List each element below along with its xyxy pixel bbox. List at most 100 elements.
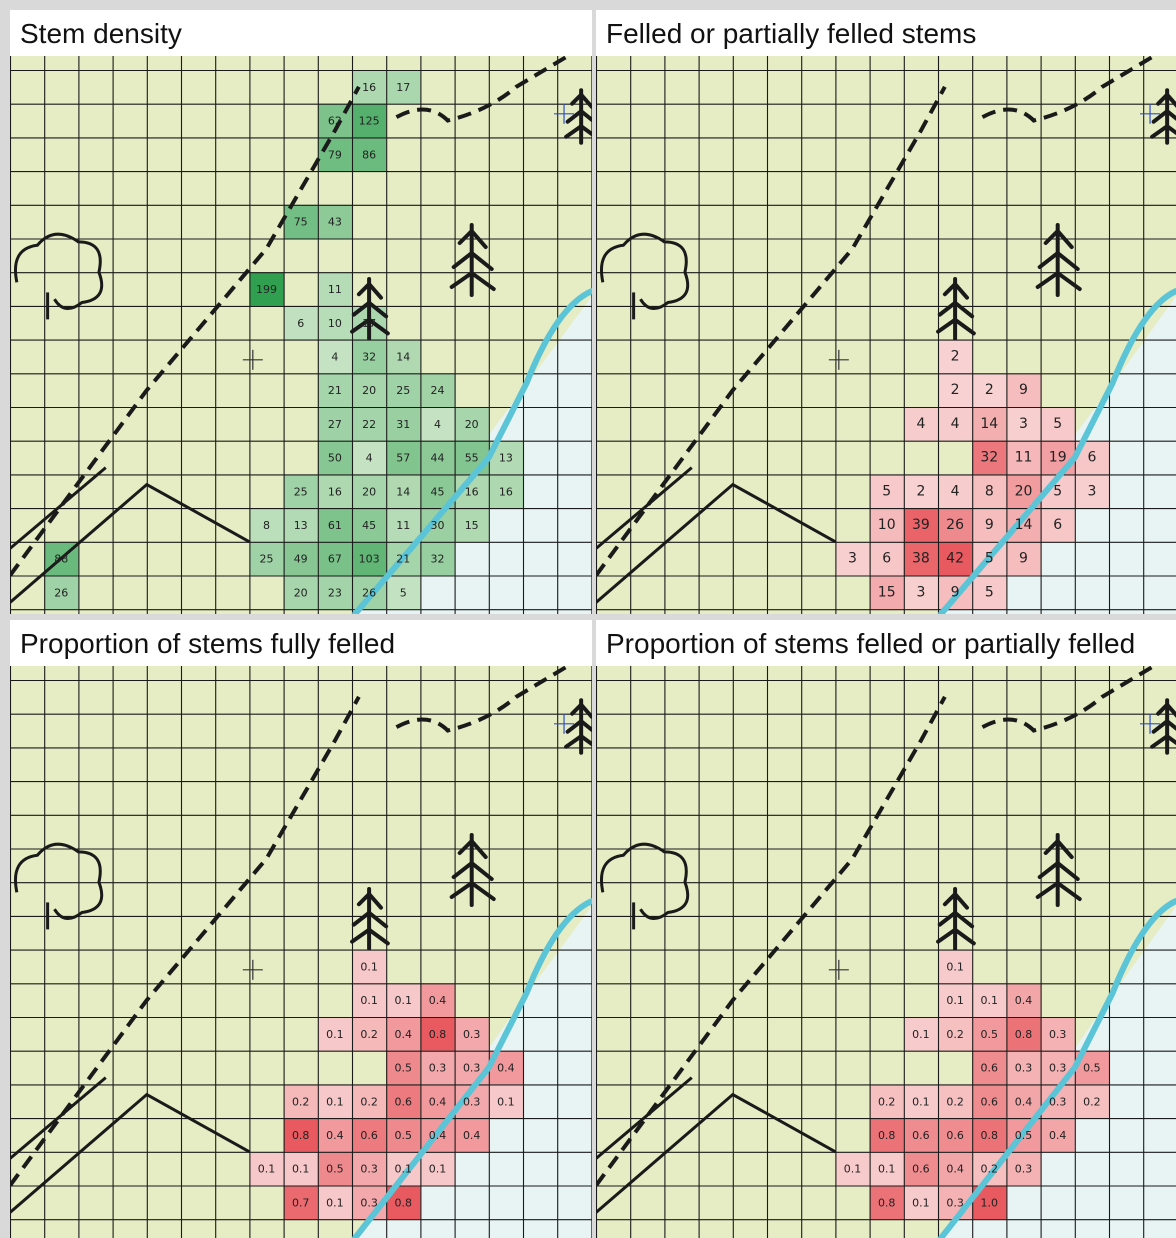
cell-value-label: 0.3 [463, 1095, 481, 1108]
heat-cell [386, 440, 421, 475]
heat-cell [317, 339, 352, 374]
cell-value-label: 0.3 [360, 1163, 378, 1176]
deciduous-tree-icon [600, 232, 690, 320]
deciduous-tree-icon [14, 232, 104, 320]
cell-value-label: 79 [328, 148, 342, 161]
cell-value-label: 23 [328, 586, 342, 599]
cell-value-label: 0.4 [497, 1062, 515, 1075]
cell-labels: 0.1 0.1 0.1 0.4 0.1 0.2 0.5 0.8 0.3 0.6 0.3 0.3 0.5 0… [844, 960, 1101, 1209]
cell-value-label: 67 [328, 553, 342, 566]
heat-cell [386, 373, 421, 407]
cell-value-label: 11 [328, 283, 342, 296]
cell-value-label: 25 [260, 553, 274, 566]
heat-cell [869, 1185, 904, 1220]
cell-value-label: 0.1 [395, 994, 413, 1007]
heat-cell [454, 407, 489, 441]
shoreline [938, 898, 1176, 1238]
cell-value-label: 39 [912, 517, 930, 533]
cell-value-label: 0.2 [946, 1028, 964, 1041]
cell-value-label: 5 [985, 584, 994, 600]
heat-cell [869, 1118, 904, 1152]
cell-value-label: 199 [256, 283, 277, 296]
cell-value-label: 21 [328, 384, 342, 397]
heat-cell [352, 1084, 387, 1119]
cell-value-label: 6 [882, 551, 891, 567]
cell-value-label: 0.3 [1015, 1163, 1033, 1176]
cell-value-label: 32 [431, 553, 445, 566]
cell-value-label: 61 [328, 519, 342, 532]
cell-value-label: 0.3 [1049, 1062, 1067, 1075]
cell-value-label: 0.8 [878, 1196, 896, 1209]
cross-marker-icon [242, 959, 263, 980]
heat-cell [352, 407, 387, 441]
cell-value-label: 44 [431, 452, 445, 465]
heat-cell [386, 70, 421, 104]
heat-cell [352, 103, 387, 138]
cell-value-label: 25 [396, 384, 410, 397]
heat-cell [938, 1017, 973, 1051]
cell-value-label: 14 [396, 350, 410, 363]
cell-value-label: 9 [1019, 551, 1028, 567]
cell-value-label: 17 [362, 317, 376, 330]
cell-value-label: 11 [1015, 450, 1033, 466]
water-area [941, 296, 1176, 614]
heat-cell [386, 474, 421, 509]
cell-value-label: 13 [294, 519, 308, 532]
heat-cell [317, 305, 352, 340]
cell-value-label: 1.0 [981, 1196, 999, 1209]
cell-value-label: 0.4 [429, 1095, 447, 1108]
heat-cell [386, 1017, 421, 1051]
solid-track-short [10, 1076, 107, 1160]
cell-value-label: 0.8 [292, 1129, 310, 1142]
heat-cell [283, 1118, 318, 1152]
cell-value-label: 32 [362, 350, 376, 363]
cell-value-label: 0.2 [292, 1095, 310, 1108]
cell-value-label: 0.4 [1049, 1129, 1067, 1142]
cell-value-label: 0.1 [292, 1163, 310, 1176]
panel-title: Stem density [20, 18, 182, 49]
panel-proportion-fully-felled: Proportion of stems fully felled 0.1 0.1 0… [10, 620, 592, 1238]
cell-value-label: 22 [362, 418, 376, 431]
heat-cell [352, 440, 387, 475]
cell-value-label: 43 [328, 216, 342, 229]
panel-felled-stems: Felled or partially felled stems 2 2 2 9 4 4 1… [596, 10, 1176, 614]
heat-cell [938, 541, 973, 576]
heat-cell [972, 1084, 1007, 1119]
map-felled-stems: 22 2 94 4 14 3 532 11 19 65 2 4 8 20 5 310 39 26 9 14 63 6 38 4… [596, 56, 1176, 614]
cell-value-label: 49 [294, 553, 308, 566]
heat-cell [938, 508, 973, 542]
heat-cell [938, 1118, 973, 1152]
cell-value-label: 0.4 [1015, 994, 1033, 1007]
dashed-track-upper [981, 56, 1158, 123]
cell-value-label: 38 [912, 551, 930, 567]
conifer-tree-icon [564, 698, 592, 755]
cell-value-label: 10 [328, 317, 342, 330]
cell-value-label: 0.5 [1015, 1129, 1033, 1142]
cell-value-label: 32 [980, 450, 998, 466]
heat-cell [1006, 1151, 1041, 1186]
heat-cell [420, 541, 455, 576]
cell-value-label: 45 [431, 485, 445, 498]
heat-cell [283, 1084, 318, 1119]
heat-cell [903, 1185, 938, 1220]
heat-cells [835, 949, 1109, 1220]
cell-value-label: 8 [985, 483, 994, 499]
cell-value-label: 9 [951, 584, 960, 600]
panel-title: Proportion of stems felled or partially … [606, 628, 1136, 659]
cell-value-label: 9 [1019, 382, 1028, 398]
cell-value-label: 26 [54, 586, 68, 599]
heat-cell [249, 1151, 284, 1186]
heat-cell [1074, 474, 1109, 509]
solid-track [10, 482, 251, 604]
cell-value-label: 0.4 [463, 1129, 481, 1142]
heat-cell [938, 983, 973, 1017]
heat-cell [386, 339, 421, 374]
dashed-track-upper [981, 666, 1158, 733]
cell-value-label: 25 [294, 485, 308, 498]
cell-value-label: 15 [878, 584, 896, 600]
heat-cell [317, 1017, 352, 1051]
heat-cell [317, 1185, 352, 1220]
cell-value-label: 0.1 [912, 1028, 930, 1041]
heat-cell [972, 474, 1007, 509]
